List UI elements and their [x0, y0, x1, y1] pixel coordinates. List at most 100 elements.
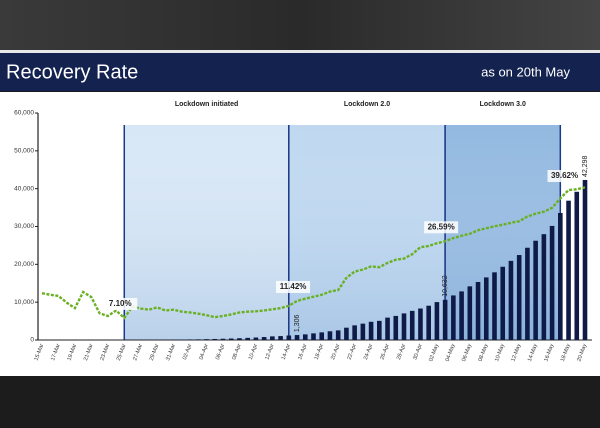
- bar: [319, 332, 325, 340]
- x-tick-label: 12-Apr: [264, 343, 275, 361]
- bar: [475, 281, 481, 340]
- bar: [360, 323, 366, 340]
- bar: [327, 331, 333, 340]
- value-label-bg: [276, 280, 311, 293]
- bar: [368, 321, 374, 340]
- x-tick-label: 06-May: [461, 343, 473, 363]
- bar: [566, 200, 571, 340]
- x-tick-label: 10-May: [494, 343, 506, 363]
- x-tick-label: 22-Apr: [347, 343, 358, 361]
- x-tick-label: 18-Apr: [314, 343, 325, 361]
- x-tick-label: 24-Apr: [363, 343, 374, 361]
- value-label-bg: [424, 221, 459, 234]
- y-tick-label: 20,000: [14, 261, 34, 268]
- bar: [270, 336, 275, 340]
- bar: [294, 335, 300, 340]
- bar: [212, 338, 218, 340]
- line-value-label: 7.10%: [109, 299, 132, 308]
- header-bar: [0, 53, 600, 91]
- y-tick-label: 30,000: [14, 223, 34, 230]
- bar: [500, 266, 506, 340]
- bar: [220, 338, 226, 340]
- region-label: Lockdown 3.0: [480, 101, 526, 108]
- bar: [377, 320, 382, 340]
- bar: [352, 325, 357, 340]
- line-value-label: 26.59%: [428, 222, 455, 231]
- bar: [261, 337, 267, 340]
- x-tick-label: 15-Mar: [34, 343, 46, 362]
- x-tick-label: 21-Mar: [83, 343, 95, 362]
- bar: [467, 286, 473, 340]
- bar: [335, 330, 341, 340]
- x-tick-label: 04-May: [445, 343, 457, 363]
- bar: [344, 327, 349, 340]
- bar-value-label: 10,632: [442, 275, 449, 297]
- bottom-band: [0, 376, 600, 428]
- x-tick-label: 08-Apr: [231, 343, 242, 361]
- bar: [401, 313, 407, 340]
- bar: [245, 337, 250, 340]
- bar: [393, 315, 399, 340]
- x-tick-label: 20-May: [576, 343, 588, 363]
- bar: [196, 339, 201, 340]
- x-tick-label: 30-Apr: [412, 343, 423, 361]
- bar: [549, 225, 555, 340]
- bar: [533, 240, 538, 340]
- x-tick-label: 17-Mar: [50, 343, 62, 362]
- bar: [541, 234, 547, 340]
- bar: [228, 338, 234, 340]
- x-tick-label: 16-May: [543, 343, 555, 363]
- bar: [204, 339, 209, 340]
- x-tick-label: 06-Apr: [215, 343, 226, 361]
- x-tick-label: 16-Apr: [297, 343, 308, 361]
- bar: [237, 338, 242, 340]
- bar: [434, 302, 440, 340]
- region-label: Lockdown initiated: [175, 101, 238, 108]
- x-tick-label: 14-Apr: [281, 343, 292, 361]
- x-tick-label: 26-Apr: [380, 343, 391, 361]
- bar: [311, 333, 316, 340]
- line-value-label: 11.42%: [280, 282, 307, 291]
- bar: [187, 339, 193, 340]
- x-tick-label: 10-Apr: [248, 343, 259, 361]
- x-tick-label: 02-May: [428, 343, 440, 363]
- x-tick-label: 20-Apr: [330, 343, 341, 361]
- bar: [459, 291, 464, 340]
- bar: [574, 191, 580, 340]
- bar: [508, 260, 514, 340]
- bar-value-label: 1,306: [294, 314, 301, 332]
- line-value-label: 39.62%: [551, 171, 578, 180]
- bar: [525, 247, 530, 340]
- bar: [286, 335, 292, 340]
- x-tick-label: 12-May: [511, 343, 523, 363]
- x-tick-label: 29-Mar: [149, 343, 161, 362]
- plot: Lockdown initiated Lockdown 2.0 Lockdown 3…: [14, 101, 592, 363]
- region-shade: [124, 125, 289, 340]
- bar: [426, 305, 431, 340]
- separator: [0, 50, 600, 53]
- bar: [582, 179, 588, 340]
- chart-subtitle: as on 20th May: [481, 64, 570, 79]
- x-tick-label: 18-May: [560, 343, 572, 363]
- x-tick-label: 25-Mar: [116, 343, 128, 362]
- bar: [409, 310, 415, 340]
- x-tick-label: 19-Mar: [67, 343, 79, 362]
- region-shade: [288, 125, 446, 340]
- y-tick-label: 40,000: [14, 185, 34, 192]
- bar: [302, 334, 308, 340]
- bar-value-label: 42,298: [582, 155, 589, 177]
- x-tick-label: 08-May: [478, 343, 490, 363]
- bar: [516, 255, 522, 340]
- x-tick-label: 04-Apr: [199, 343, 210, 361]
- x-tick-label: 02-Apr: [182, 343, 193, 361]
- x-tick-label: 27-Mar: [132, 343, 144, 362]
- x-tick-label: 23-Mar: [99, 343, 111, 362]
- value-label-bg: [547, 170, 582, 183]
- bar: [558, 212, 563, 340]
- bar: [451, 295, 456, 340]
- top-band: [0, 0, 600, 50]
- y-tick-label: 10,000: [14, 299, 34, 306]
- bar: [483, 277, 489, 340]
